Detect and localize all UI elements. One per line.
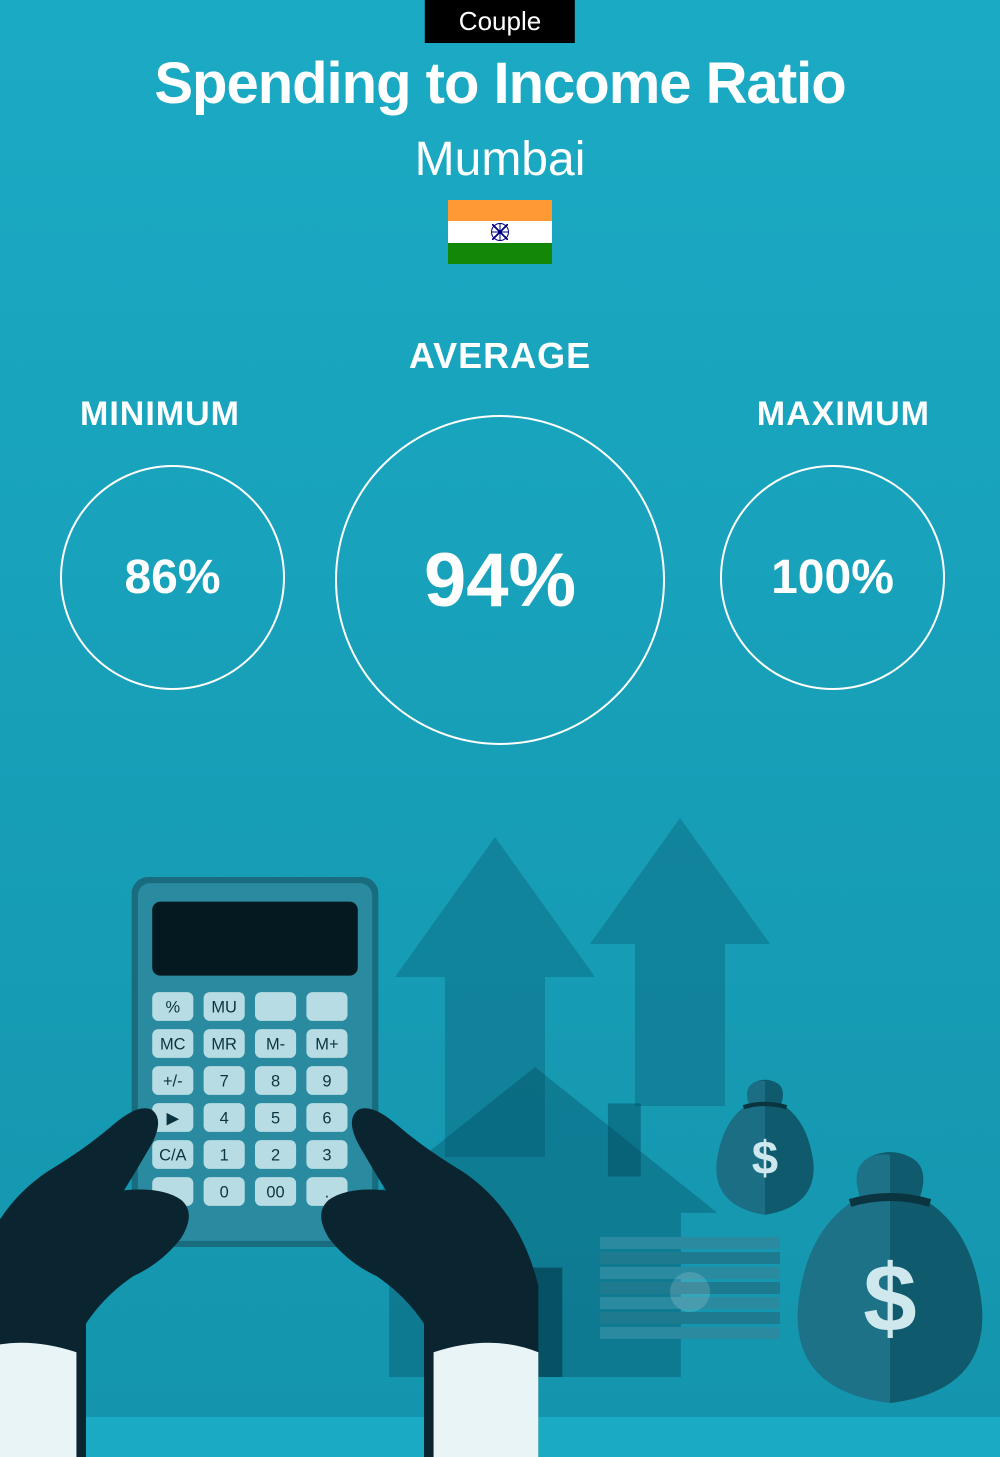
india-flag-icon: [448, 200, 552, 264]
svg-text:$: $: [752, 1132, 778, 1185]
right-hand-icon: [270, 1057, 540, 1457]
city-name: Mumbai: [0, 132, 1000, 187]
svg-text:%: %: [165, 999, 180, 1017]
flag-green-stripe: [448, 243, 552, 264]
finance-illustration: $ $: [0, 777, 1000, 1417]
maximum-circle: 100%: [720, 465, 945, 690]
page-title: Spending to Income Ratio: [0, 50, 1000, 117]
flag-white-stripe: [448, 221, 552, 242]
minimum-value: 86%: [124, 550, 220, 605]
money-bag-large-icon: $: [790, 1147, 990, 1407]
svg-text:$: $: [863, 1245, 916, 1352]
category-badge: Couple: [425, 0, 575, 43]
flag-saffron-stripe: [448, 200, 552, 221]
maximum-label: MAXIMUM: [757, 395, 930, 434]
maximum-value: 100%: [771, 550, 894, 605]
up-arrow-icon: [590, 817, 770, 1107]
left-hand-icon: [0, 1057, 240, 1457]
svg-text:MC: MC: [160, 1036, 186, 1054]
cash-stack-icon: [600, 1237, 780, 1367]
minimum-label: MINIMUM: [80, 395, 240, 434]
average-label: AVERAGE: [409, 335, 591, 377]
svg-text:M-: M-: [266, 1036, 285, 1054]
svg-text:M+: M+: [315, 1036, 338, 1054]
svg-text:MU: MU: [211, 999, 237, 1017]
ashoka-chakra-icon: [491, 223, 509, 241]
average-value: 94%: [424, 537, 576, 624]
svg-text:MR: MR: [211, 1036, 237, 1054]
minimum-circle: 86%: [60, 465, 285, 690]
average-circle: 94%: [335, 415, 665, 745]
